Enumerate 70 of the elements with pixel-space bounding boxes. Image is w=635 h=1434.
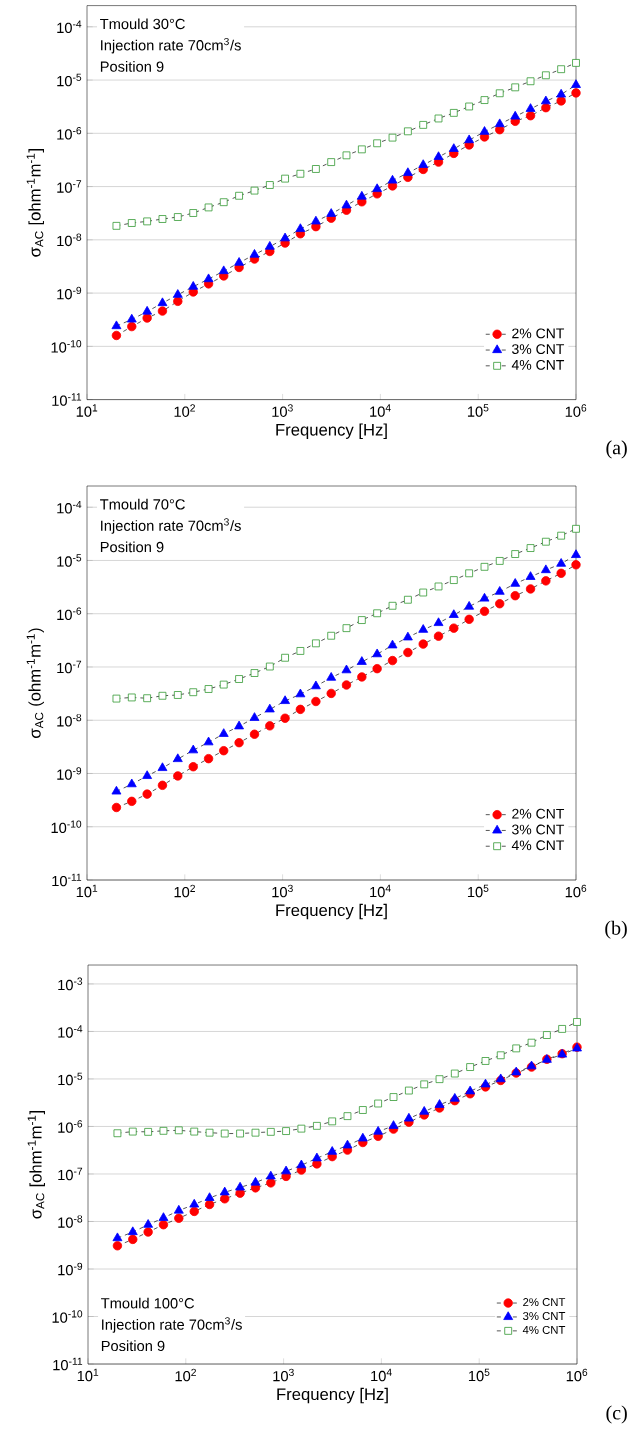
x-tick-label: 10$^{1}$ [76,404,98,417]
y-tick-label: 10$^{-4}$ [58,1025,83,1038]
y-tick-label: 10$^{-7}$ [57,660,82,674]
x-tick-label: 10$^{2}$ [175,1368,196,1382]
x-tick-label: 10$^{2}$ [174,404,195,417]
x-tick-label: 10$^{5}$ [468,1368,490,1382]
legend-label: 4% CNT [522,1325,566,1334]
y-tick-label: 10$^{-4}$ [57,500,82,514]
y-tick-label: 10$^{-9}$ [57,767,82,780]
text: (a) [606,440,627,459]
annotation: Position 9 [100,61,164,72]
y-tick-label: 10$^{-10}$ [51,340,82,353]
annotation: Injection rate 70cm$^{3}$/s [102,1317,242,1333]
y-axis-title: σ$_{AC}$ (ohm$^{-1}$m$^{-1}$) [26,628,44,738]
annotation: Tmould 30°C [100,18,185,30]
x-axis-title: Frequency [Hz] [276,423,387,439]
annotation: Injection rate 70cm$^{3}$/s [101,37,241,54]
x-tick-label: 10$^{5}$ [467,884,489,898]
y-tick-label: 10$^{-11}$ [52,873,82,887]
y-tick-label: 10$^{-6}$ [57,607,82,621]
y-axis-title: σ$_{AC}$ [ohm$^{-1}$m$^{-1}$] [26,149,44,257]
y-tick-label: 10$^{-8}$ [57,713,82,727]
legend-label: 4% CNT [511,359,565,370]
x-tick-label: 10$^{1}$ [77,1368,99,1382]
annotation: Tmould 70°C [100,498,185,510]
legend-label: 3% CNT [512,344,565,355]
legend-label: 4% CNT [511,840,565,851]
y-tick-label: 10$^{-7}$ [58,1167,83,1181]
annotation: Position 9 [101,1340,165,1352]
y-tick-label: 10$^{-5}$ [58,1072,83,1086]
y-tick-label: 10$^{-9}$ [58,1262,83,1276]
annotation: Tmould 100°C [101,1297,195,1309]
y-tick-label: 10$^{-11}$ [52,393,82,406]
x-tick-label: 10$^{3}$ [272,404,293,417]
y-tick-label: 10$^{-11}$ [53,1357,83,1371]
x-tick-label: 10$^{2}$ [174,884,195,898]
annotation: Position 9 [100,541,164,553]
x-tick-label: 10$^{5}$ [467,404,489,417]
y-tick-label: 10$^{-10}$ [51,820,82,834]
x-axis-title: Frequency [Hz] [277,1387,388,1404]
x-tick-label: 10$^{6}$ [566,1368,588,1382]
y-tick-label: 10$^{-6}$ [57,127,82,140]
y-tick-label: 10$^{-9}$ [57,286,82,300]
legend-label: 3% CNT [512,824,565,835]
y-tick-label: 10$^{-10}$ [52,1310,83,1323]
x-tick-label: 10$^{4}$ [370,404,391,417]
y-axis-title: σ$_{AC}$ [ohm$^{-1}$m$^{-1}$] [27,1110,45,1219]
y-tick-label: 10$^{-7}$ [57,180,82,193]
x-tick-label: 10$^{3}$ [272,884,293,898]
text: (c) [606,1405,627,1424]
x-axis-title: Frequency [Hz] [276,903,387,920]
y-tick-label: 10$^{-6}$ [58,1120,83,1133]
x-tick-label: 10$^{6}$ [565,404,587,417]
y-tick-label: 10$^{-4}$ [57,20,82,34]
x-tick-label: 10$^{1}$ [76,884,98,898]
x-tick-label: 10$^{6}$ [565,884,587,898]
y-tick-label: 10$^{-5}$ [57,554,82,567]
text: (b) [605,920,627,939]
legend-label: 2% CNT [523,1298,566,1307]
legend-label: 3% CNT [523,1312,566,1321]
x-tick-label: 10$^{4}$ [370,884,391,898]
legend-label: 2% CNT [512,808,565,819]
annotation: Injection rate 70cm$^{3}$/s [101,518,241,534]
x-tick-label: 10$^{3}$ [273,1368,294,1382]
y-tick-label: 10$^{-8}$ [57,233,82,247]
x-tick-label: 10$^{4}$ [371,1368,392,1382]
y-tick-label: 10$^{-5}$ [57,73,82,87]
legend-label: 2% CNT [512,328,565,339]
y-tick-label: 10$^{-8}$ [58,1215,83,1228]
y-tick-label: 10$^{-3}$ [58,977,83,991]
